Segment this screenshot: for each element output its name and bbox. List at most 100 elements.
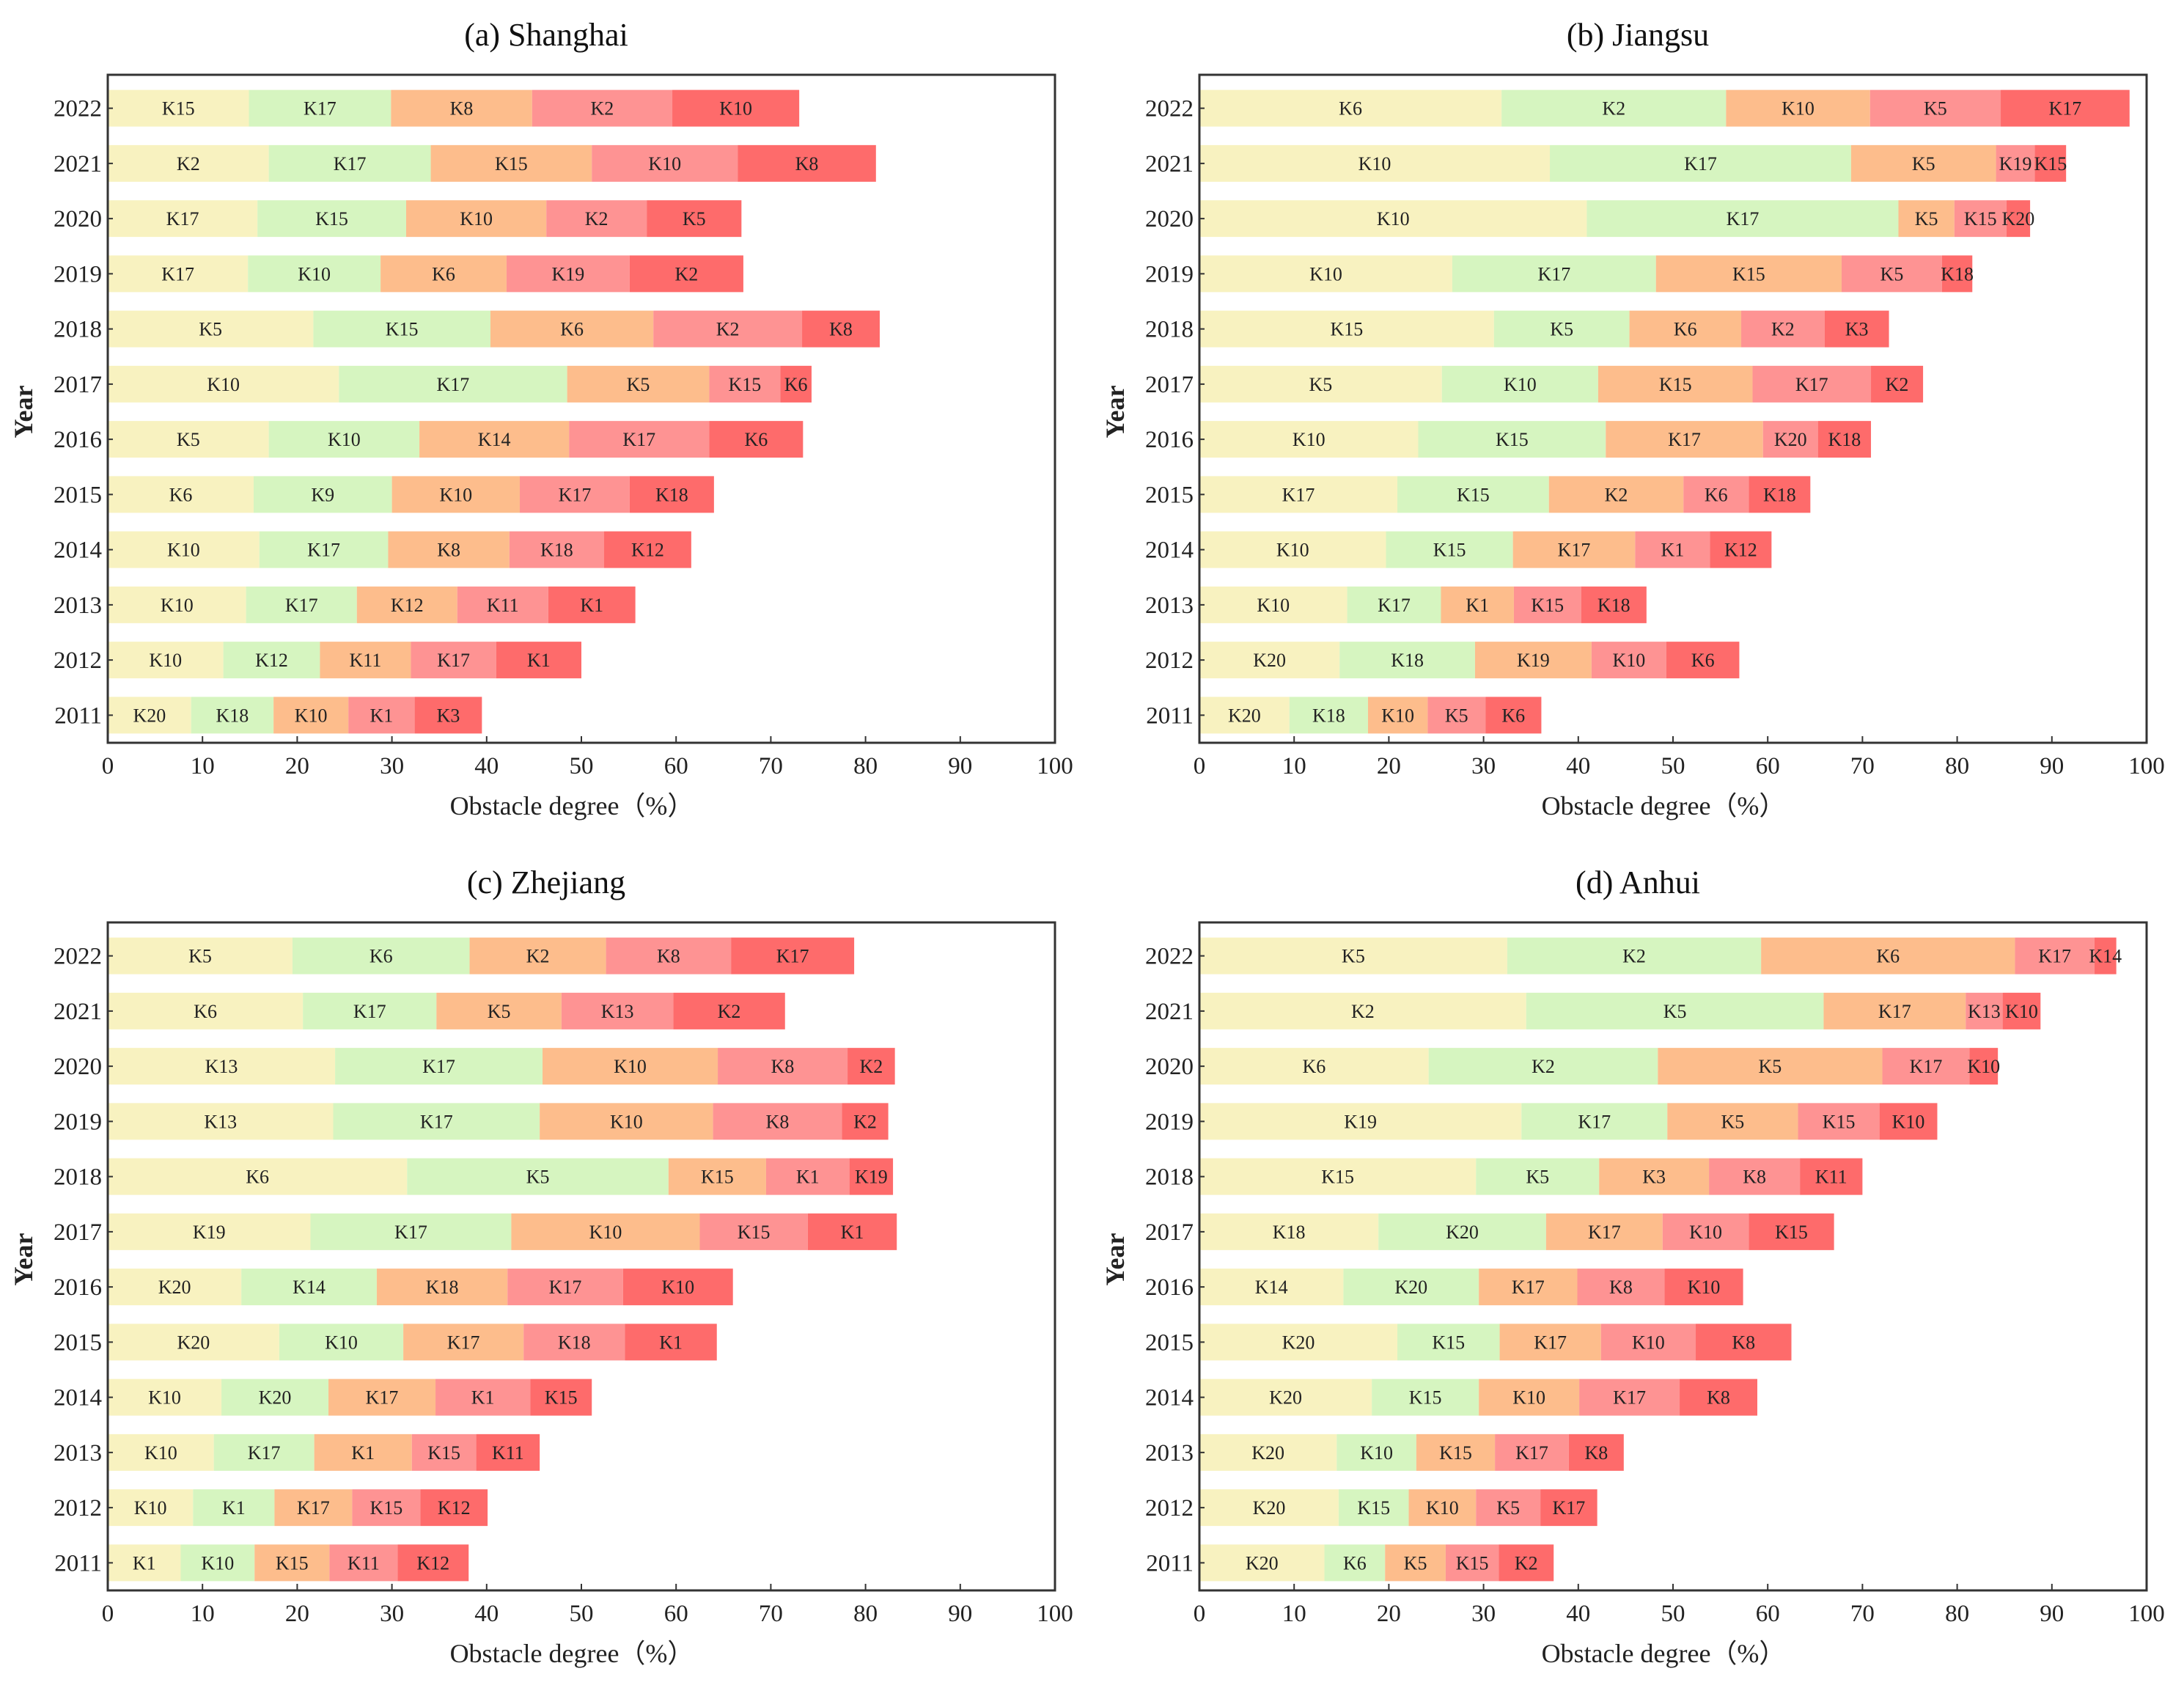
- segment-label: K17: [1727, 208, 1760, 230]
- bar-segment: [802, 310, 880, 348]
- segment-label: K17: [1588, 1222, 1621, 1243]
- bar-segment: [339, 365, 567, 403]
- bar-segment: [1521, 1103, 1668, 1140]
- bar-segment: [1199, 937, 1507, 974]
- segment-label: K20: [1774, 429, 1807, 450]
- bar-segment: [2094, 937, 2117, 974]
- x-tick-label: 10: [191, 1601, 215, 1627]
- x-tick-label: 20: [1377, 753, 1401, 779]
- segment-label: K19: [1344, 1111, 1377, 1132]
- segment-label: K19: [552, 263, 585, 284]
- bar-segment: [780, 365, 812, 403]
- x-tick-label: 100: [1037, 753, 1073, 779]
- segment-label: K17: [447, 1332, 480, 1353]
- bar-segment: [1199, 1324, 1398, 1361]
- segment-label: K10: [460, 208, 493, 230]
- segment-label: K1: [841, 1222, 864, 1243]
- y-axis-title: Year: [1100, 1233, 1130, 1285]
- bar-segment: [490, 310, 654, 348]
- segment-label: K15: [545, 1387, 578, 1409]
- x-tick-label: 30: [1471, 753, 1496, 779]
- segment-label: K2: [1515, 1552, 1538, 1574]
- segment-label: K17: [304, 98, 337, 120]
- y-tick-label: 2022: [1145, 96, 1194, 122]
- bar-segment: [1343, 1269, 1479, 1306]
- chart-title: (c) Zhejiang: [467, 864, 625, 900]
- segment-label: K20: [1394, 1277, 1427, 1298]
- y-tick-label: 2014: [54, 537, 102, 564]
- segment-label: K2: [1771, 319, 1795, 340]
- segment-label: K2: [859, 1056, 883, 1077]
- bar-segment: [403, 1324, 524, 1361]
- segment-label: K5: [188, 946, 212, 967]
- bar-segment: [180, 1544, 255, 1582]
- bar-segment: [1386, 531, 1513, 568]
- bar-segment: [1199, 89, 1502, 127]
- bar-segment: [1850, 144, 1996, 182]
- x-tick-label: 60: [664, 753, 688, 779]
- segment-label: K20: [1253, 1497, 1286, 1519]
- x-tick-label: 10: [1282, 1601, 1306, 1627]
- bar-segment: [1683, 476, 1749, 513]
- y-tick-label: 2012: [1145, 1495, 1194, 1521]
- bar-segment: [738, 144, 876, 182]
- segment-label: K17: [776, 946, 809, 967]
- y-tick-label: 2018: [1145, 1164, 1194, 1191]
- bar-segment: [1427, 697, 1486, 734]
- segment-label: K6: [1674, 319, 1697, 340]
- x-tick-label: 0: [102, 753, 114, 779]
- bar-segment: [1339, 642, 1475, 679]
- segment-label: K18: [1312, 705, 1345, 726]
- chart-jiangsu: (b) Jiangsu K6 K2 K10 K5 K17 2022 K10 K17 K5 K19 K1…: [1092, 0, 2183, 848]
- bar-segment: [1581, 586, 1647, 623]
- bar-segment: [1199, 1213, 1379, 1250]
- y-tick-label: 2014: [1145, 537, 1194, 564]
- bar-segment: [1545, 1213, 1663, 1250]
- segment-label: K10: [719, 98, 752, 120]
- y-tick-label: 2014: [54, 1385, 102, 1412]
- segment-label: K6: [1339, 98, 1362, 120]
- segment-label: K5: [683, 208, 706, 230]
- segment-label: K17: [334, 153, 367, 175]
- segment-label: K1: [369, 705, 393, 726]
- x-tick-label: 30: [380, 1601, 404, 1627]
- bar-segment: [1709, 1158, 1801, 1195]
- segment-label: K1: [580, 595, 603, 616]
- bar-segment: [1969, 1048, 1999, 1085]
- x-tick-label: 20: [1377, 1601, 1401, 1627]
- bar-segment: [765, 1158, 850, 1195]
- bar-segment: [1800, 1158, 1863, 1195]
- bar-segment: [223, 642, 320, 679]
- bar-segment: [1817, 421, 1872, 458]
- y-tick-label: 2022: [54, 944, 102, 970]
- bar-segment: [249, 89, 391, 127]
- segment-label: K5: [526, 1167, 550, 1188]
- segment-label: K18: [1597, 595, 1630, 616]
- segment-label: K19: [855, 1167, 888, 1188]
- segment-label: K10: [610, 1111, 643, 1132]
- bar-segment: [1752, 365, 1872, 403]
- bar-segment: [108, 531, 260, 568]
- bar-segment: [1996, 144, 2035, 182]
- segment-label: K10: [2005, 1001, 2038, 1022]
- bar-segment: [1385, 1544, 1446, 1582]
- segment-label: K11: [1815, 1167, 1847, 1188]
- segment-label: K20: [1269, 1387, 1302, 1409]
- segment-label: K15: [1659, 374, 1692, 395]
- bar-segment: [548, 586, 636, 623]
- bar-segment: [411, 1433, 477, 1471]
- x-axis-title: Obstacle degree（%）: [1542, 791, 1786, 821]
- bar-segment: [1479, 1379, 1580, 1416]
- segment-label: K12: [391, 595, 424, 616]
- bar-segment: [622, 1269, 733, 1306]
- bar-segment: [1199, 1489, 1339, 1527]
- y-tick-label: 2019: [54, 1109, 102, 1135]
- segment-label: K5: [1915, 208, 1938, 230]
- segment-label: K5: [1342, 946, 1365, 967]
- segment-label: K3: [1845, 319, 1869, 340]
- bar-segment: [108, 144, 269, 182]
- bar-segment: [1591, 642, 1666, 679]
- y-tick-label: 2020: [54, 206, 102, 232]
